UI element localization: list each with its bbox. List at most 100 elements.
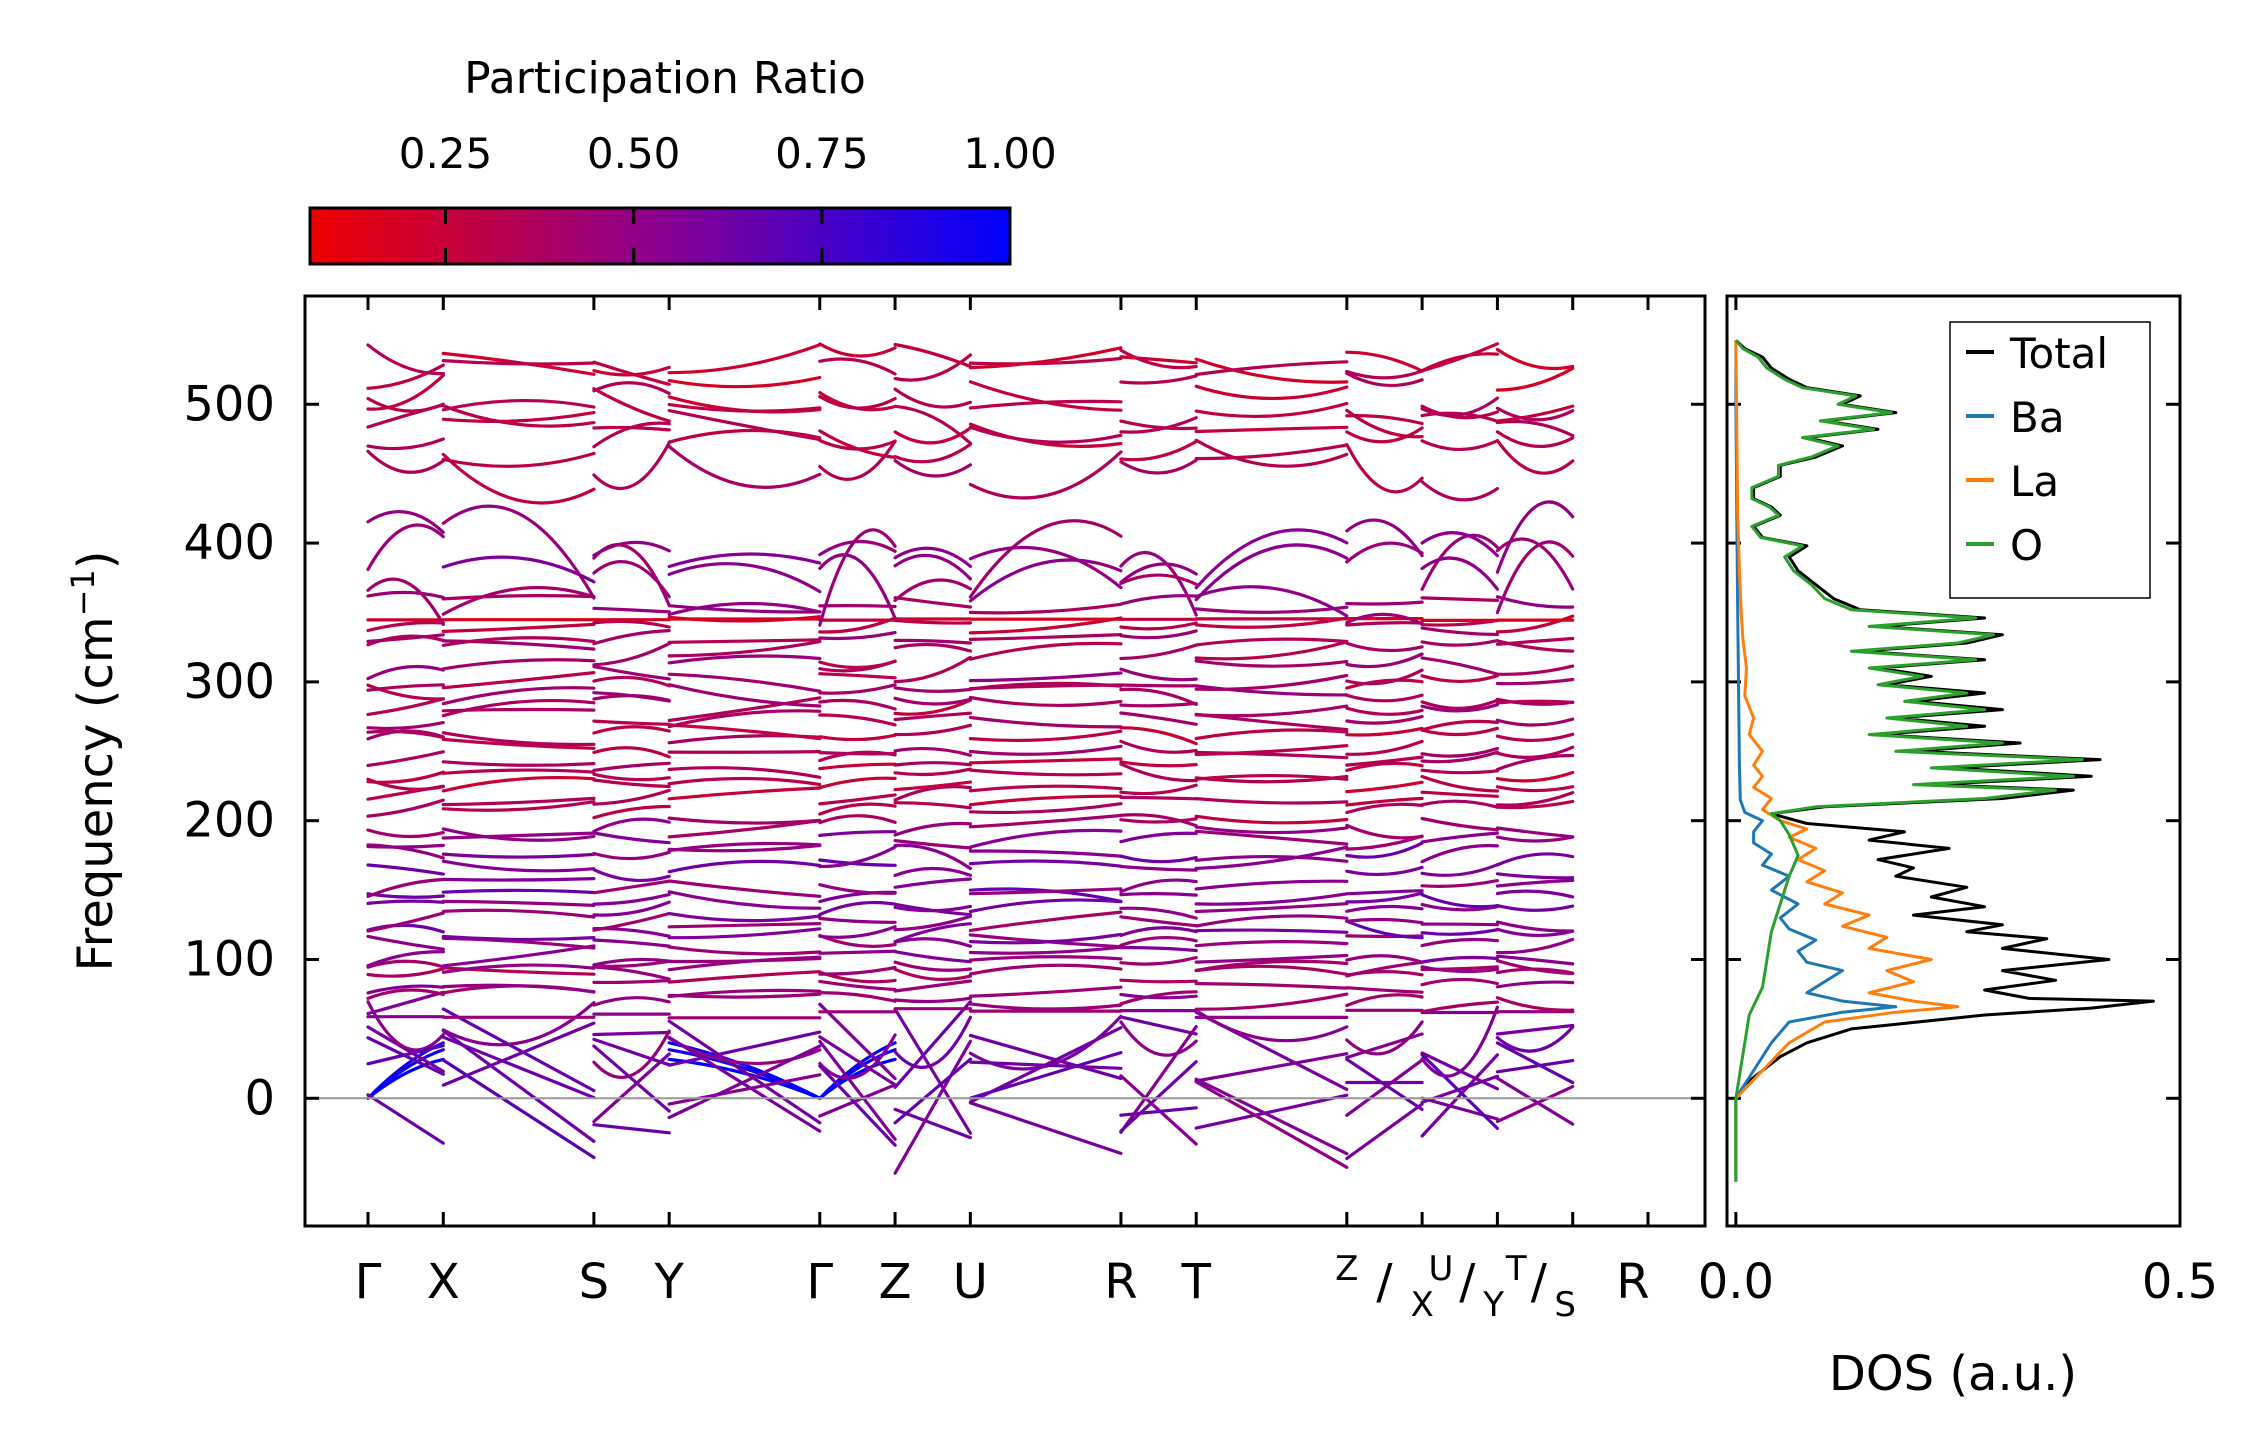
band-curve (893, 459, 972, 478)
band-curve (1119, 562, 1198, 584)
band-curve (893, 914, 972, 932)
band-curve (968, 813, 1123, 829)
band-curve (1194, 902, 1349, 914)
band-curve (1495, 677, 1575, 686)
band-curve (818, 965, 897, 976)
band-curve (366, 967, 445, 978)
colorbar-tick-label: 0.25 (399, 129, 493, 178)
band-curve (592, 725, 671, 735)
band-y-tick-label: 0 (244, 1070, 275, 1126)
band-curve (893, 1039, 972, 1175)
band-curve (366, 899, 445, 905)
band-curve (893, 638, 972, 645)
kpoint-label: S (579, 1254, 609, 1310)
band-curve (1194, 825, 1349, 835)
band-curve (441, 908, 596, 919)
band-curve (1119, 711, 1198, 726)
band-curve (441, 827, 596, 842)
band-curve (968, 963, 1123, 976)
band-curve (366, 449, 445, 474)
band-curve (1495, 1059, 1575, 1074)
band-curve (366, 590, 445, 599)
band-curve (667, 428, 822, 444)
band-curve (1495, 954, 1575, 966)
band-curve (667, 816, 822, 825)
band-curve (667, 927, 822, 940)
band-curve (441, 398, 596, 412)
band-curve (1495, 347, 1575, 371)
band-curve (1345, 414, 1424, 426)
band-curve (893, 596, 972, 609)
band-curve (667, 683, 822, 708)
band-curve (968, 985, 1123, 998)
band-curve (366, 950, 445, 968)
band-curve (1495, 366, 1575, 392)
band-curve (1420, 831, 1499, 844)
band-curve (1345, 350, 1424, 373)
kpoint-label: X (1410, 1285, 1433, 1325)
kpoint-label: U (1428, 1249, 1453, 1289)
band-curve (1495, 785, 1575, 793)
band-curve (1119, 813, 1198, 828)
band-curve (893, 839, 972, 850)
legend-label: La (2010, 457, 2059, 506)
band-curve (1194, 744, 1349, 757)
band-curve (818, 1033, 897, 1081)
band-curve (893, 686, 972, 693)
band-curve (968, 695, 1123, 708)
band-curve (1345, 904, 1424, 913)
band-curve (1345, 841, 1424, 859)
band-curve (1345, 960, 1424, 978)
band-curve (1194, 425, 1349, 434)
band-curve (893, 767, 972, 777)
band-curve (1194, 814, 1349, 825)
colorbar-gradient (308, 206, 1012, 266)
band-curve (1194, 528, 1349, 590)
band-curve (968, 849, 1123, 858)
band-curve (1345, 706, 1424, 716)
band-curve (366, 697, 445, 716)
band-curve (1119, 817, 1198, 824)
band-curve (1119, 629, 1198, 640)
band-curve (1495, 537, 1575, 591)
band-curve (1495, 872, 1575, 880)
band-curve (366, 396, 445, 413)
kpoint-label: Y (1482, 1285, 1504, 1325)
band-curve (1345, 668, 1424, 686)
band-curve (1345, 678, 1424, 690)
band-curve (592, 1037, 671, 1067)
band-curve (1119, 978, 1198, 984)
band-curve (1194, 992, 1349, 1011)
band-curve (1345, 621, 1424, 627)
band-curve (1119, 621, 1198, 631)
kpoint-label: / (1376, 1254, 1393, 1310)
band-curve (441, 731, 596, 747)
band-curve (592, 778, 671, 789)
band-curve (366, 828, 445, 839)
band-curve (968, 346, 1123, 370)
band-curve (1420, 674, 1499, 683)
band-curve (441, 699, 596, 718)
band-curve (1194, 982, 1349, 990)
band-curve (667, 723, 822, 741)
band-curve (592, 665, 671, 681)
band-curve (893, 780, 972, 792)
band-curve (667, 672, 822, 693)
band-curve (441, 594, 596, 601)
band-curve (1420, 790, 1499, 798)
band-curve (1495, 770, 1575, 783)
kpoint-label: / (1531, 1254, 1548, 1310)
band-curve (592, 868, 671, 882)
band-curve (1495, 878, 1575, 888)
band-curve (441, 852, 596, 859)
band-curve (667, 343, 822, 375)
band-curve (968, 945, 1123, 955)
band-curve (893, 1107, 972, 1140)
band-curve (441, 963, 596, 974)
band-curve (667, 403, 822, 413)
band-curve (441, 934, 596, 942)
band-curve (366, 510, 445, 534)
band-curve (968, 519, 1123, 599)
legend-label: Ba (2010, 393, 2065, 442)
